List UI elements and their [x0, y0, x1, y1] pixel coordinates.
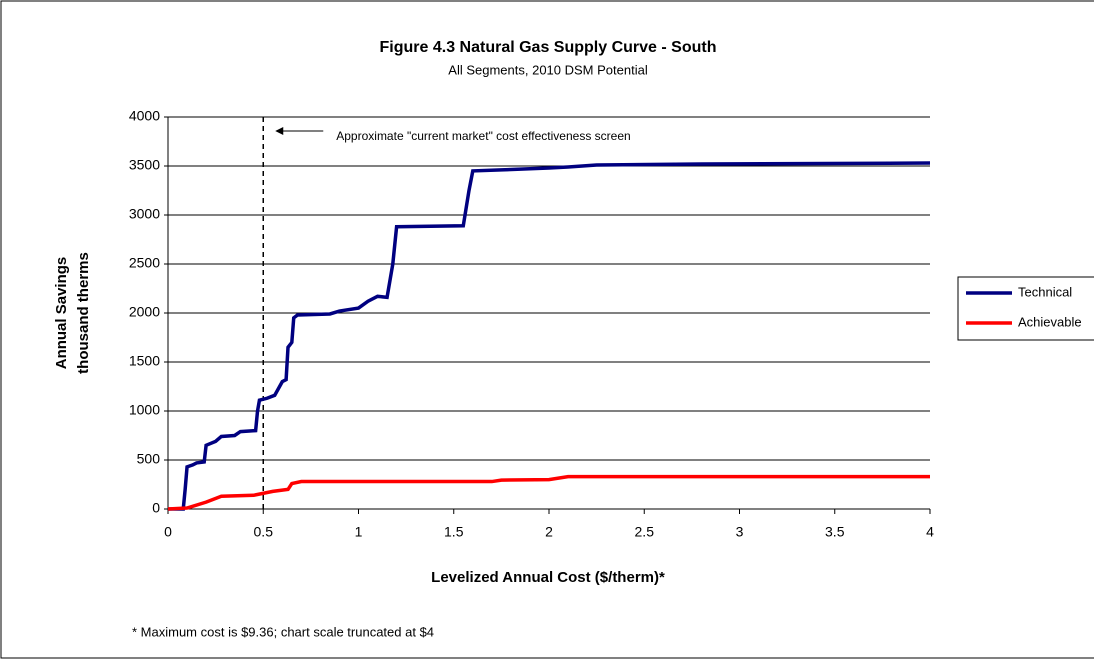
chart-subtitle: All Segments, 2010 DSM Potential [448, 62, 648, 77]
x-tick-label: 1 [355, 524, 363, 540]
legend-box [957, 276, 1094, 341]
y-tick-label: 1000 [129, 402, 160, 418]
annotation: Approximate "current market" cost effect… [336, 129, 630, 143]
legend-label: Achievable [1018, 314, 1082, 329]
x-tick-label: 0.5 [254, 524, 274, 540]
legend-label: Technical [1018, 284, 1072, 299]
line [168, 161, 931, 511]
x-tick-label: 0 [164, 524, 172, 540]
x-tick-label: 4 [926, 524, 934, 540]
line [167, 474, 930, 511]
y-tick-label: 0 [152, 500, 160, 516]
x-tick-label: 3.5 [825, 524, 845, 540]
x-axis-label: Levelized Annual Cost ($/therm)* [431, 569, 665, 586]
x-tick-label: 1.5 [444, 524, 464, 540]
y-tick-label: 4000 [129, 108, 160, 124]
y-tick-label: 2500 [129, 255, 160, 271]
y-axis-label: thousand therms [75, 252, 92, 374]
annotation-arrowhead [275, 127, 284, 135]
x-tick-label: 2.5 [635, 524, 655, 540]
y-tick-label: 3500 [129, 157, 160, 173]
y-tick-label: 3000 [129, 206, 160, 222]
chart-title: Figure 4.3 Natural Gas Supply Curve - So… [380, 39, 717, 56]
x-tick-label: 2 [545, 524, 553, 540]
y-tick-label: 500 [137, 451, 161, 467]
y-tick-label: 1500 [129, 353, 160, 369]
x-tick-label: 3 [736, 524, 744, 540]
y-axis-label: Annual Savings [53, 257, 70, 370]
y-tick-label: 2000 [129, 304, 160, 320]
footnote: * Maximum cost is $9.36; chart scale tru… [132, 624, 434, 639]
